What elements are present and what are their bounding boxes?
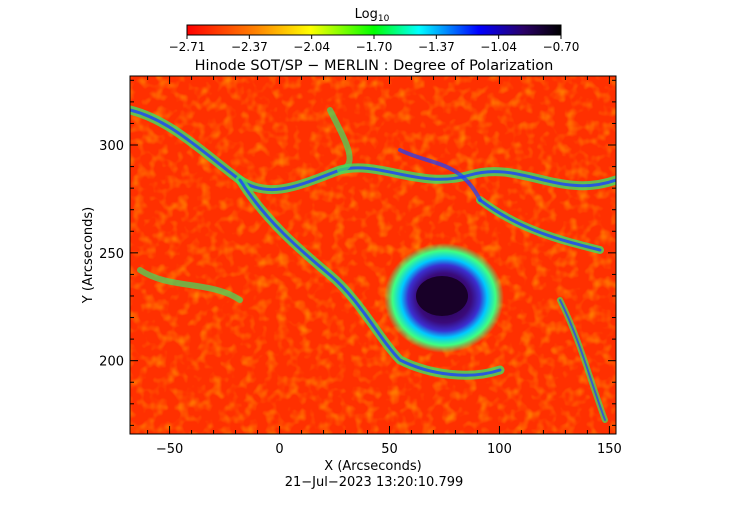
x-tick-label: 0 [275,442,283,457]
colorbar-ticks: −2.71 −2.37 −2.04 −1.70 −1.37 −1.04 −0.70 [169,35,580,54]
network-lanes [130,105,616,423]
colorbar-gradient [186,24,562,36]
x-axis: −50 0 50 100 150 [147,76,622,457]
colorbar-tick-label: −2.04 [293,40,330,54]
colorbar-tick-label: −0.70 [543,40,580,54]
plot-frame [129,75,617,435]
chart-title: Hinode SOT/SP − MERLIN : Degree of Polar… [195,58,554,74]
x-tick-label: 100 [487,442,512,457]
y-axis-label: Y (Arcseconds) [81,207,96,304]
colorbar-label-main: Log [355,7,378,22]
colorbar-tick-label: −1.70 [356,40,393,54]
heatmap-texture [130,76,616,434]
x-axis-label: X (Arcseconds) [324,459,421,474]
colorbar-tick-label: −2.37 [231,40,268,54]
y-tick-label: 250 [99,247,124,262]
y-tick-label: 200 [99,355,124,370]
timestamp: 21−Jul−2023 13:20:10.799 [285,475,464,490]
colorbar-label: Log10 [355,7,390,24]
colorbar-tick-label: −1.04 [480,40,517,54]
x-tick-label: 50 [381,442,398,457]
x-tick-label: −50 [156,442,183,457]
colorbar: Log10 −2.71 −2.37 −2.04 −1.70 −1.37 −1.04 −0.7… [169,7,580,54]
colorbar-label-sub: 10 [378,14,390,24]
colorbar-tick-label: −2.71 [169,40,206,54]
x-tick-label: 150 [597,442,622,457]
sunspot-umbra [416,276,468,316]
colorbar-tick-label: −1.37 [418,40,455,54]
heatmap-image [130,76,616,434]
y-tick-label: 300 [99,139,124,154]
y-axis: 200 250 300 [99,79,616,426]
